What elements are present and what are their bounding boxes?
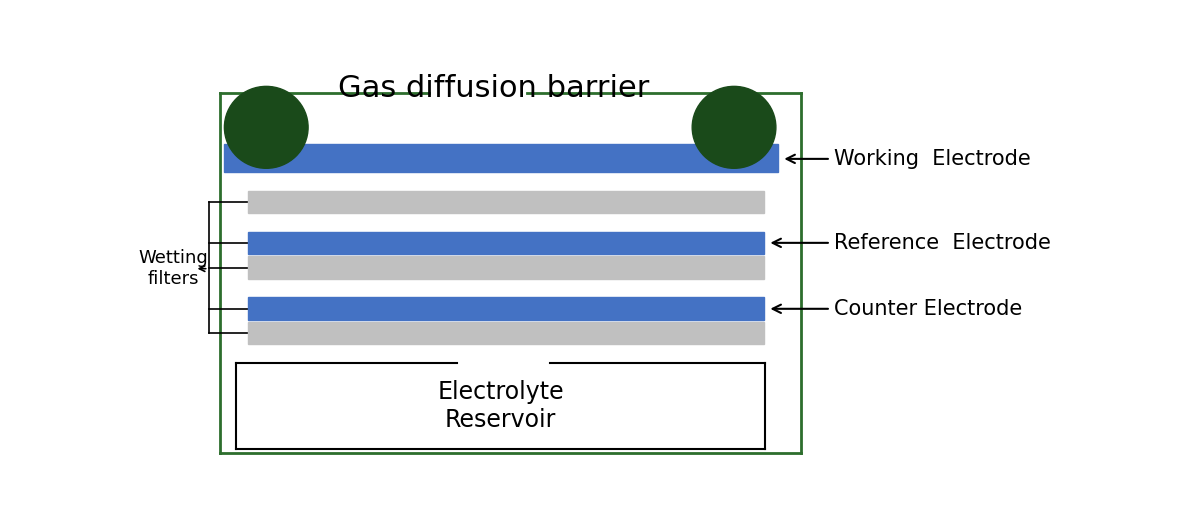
Bar <box>247 232 764 254</box>
Ellipse shape <box>224 86 308 168</box>
Text: Reference  Electrode: Reference Electrode <box>773 233 1050 253</box>
Text: Counter Electrode: Counter Electrode <box>773 299 1022 319</box>
Bar <box>224 144 778 172</box>
Text: Electrolyte
Reservoir: Electrolyte Reservoir <box>437 380 564 432</box>
Text: Gas diffusion barrier: Gas diffusion barrier <box>338 74 649 103</box>
Bar <box>247 322 764 344</box>
Bar <box>247 191 764 213</box>
Bar <box>247 297 764 320</box>
Ellipse shape <box>692 86 776 168</box>
Text: Working  Electrode: Working Electrode <box>786 149 1031 169</box>
Bar <box>247 256 764 279</box>
Text: Wetting
filters: Wetting filters <box>138 250 208 288</box>
